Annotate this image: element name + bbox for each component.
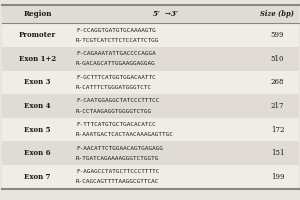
Text: F-CAATGGAGGCTATCCCTTTCC: F-CAATGGAGGCTATCCCTTTCC: [76, 98, 159, 103]
Text: F-TTTCATGTGCTGACACATCC: F-TTTCATGTGCTGACACATCC: [76, 122, 156, 127]
Text: F-GCTTTCATGGTGGACAATTC: F-GCTTTCATGGTGGACAATTC: [76, 75, 156, 80]
Text: Exon 4: Exon 4: [24, 102, 51, 110]
Text: R-CCTAAGAGGTGGGGTCTGG: R-CCTAAGAGGTGGGGTCTGG: [76, 109, 152, 114]
Text: 172: 172: [271, 126, 284, 134]
Text: Promoter: Promoter: [19, 31, 56, 39]
Text: R-TCGTCATCTTCTCCATTCTGG: R-TCGTCATCTTCTCCATTCTGG: [76, 38, 159, 43]
Text: R-CAGCAGTTTTAAGGCGTTCAC: R-CAGCAGTTTTAAGGCGTTCAC: [76, 179, 159, 184]
Text: F-CAGAAATATTGACCCCAGGA: F-CAGAAATATTGACCCCAGGA: [76, 51, 156, 56]
Bar: [2, 71, 298, 94]
Text: F-AACATTCTGGAACAGTGAGAGG: F-AACATTCTGGAACAGTGAGAGG: [76, 146, 163, 151]
Bar: [2, 47, 298, 71]
Text: Exon 7: Exon 7: [24, 173, 51, 181]
Text: 510: 510: [271, 55, 284, 63]
Bar: [2, 141, 298, 165]
Text: Exon 3: Exon 3: [24, 78, 51, 86]
Bar: [2, 165, 298, 189]
Text: Size (bp): Size (bp): [260, 10, 295, 18]
Text: R-CATTTCTGGGATGGGTCTC: R-CATTTCTGGGATGGGTCTC: [76, 85, 152, 90]
Text: 217: 217: [271, 102, 284, 110]
Bar: [2, 5, 298, 23]
Bar: [2, 94, 298, 118]
Bar: [2, 23, 298, 47]
Text: Exon 6: Exon 6: [24, 149, 51, 157]
Text: 199: 199: [271, 173, 284, 181]
Bar: [2, 118, 298, 141]
Text: Exon 5: Exon 5: [24, 126, 51, 134]
Text: 5′  →3′: 5′ →3′: [153, 10, 177, 18]
Text: R-GACAGCATTGGAAGGAGGAG: R-GACAGCATTGGAAGGAGGAG: [76, 61, 156, 66]
Text: F-CCAGGTGATGTGCAAAAGTG: F-CCAGGTGATGTGCAAAAGTG: [76, 28, 156, 33]
Text: 599: 599: [271, 31, 284, 39]
Text: 268: 268: [271, 78, 284, 86]
Text: Exon 1+2: Exon 1+2: [19, 55, 56, 63]
Text: R-TGATCAGAAAAGGGTCTGGTG: R-TGATCAGAAAAGGGTCTGGTG: [76, 156, 159, 161]
Text: F-AGAGCCTATGCTTCCCTTTTC: F-AGAGCCTATGCTTCCCTTTTC: [76, 169, 159, 174]
Text: R-AAATGACTCACTAACAAAGAGTTGC: R-AAATGACTCACTAACAAAGAGTTGC: [76, 132, 174, 137]
Text: Region: Region: [23, 10, 52, 18]
Text: 151: 151: [271, 149, 284, 157]
